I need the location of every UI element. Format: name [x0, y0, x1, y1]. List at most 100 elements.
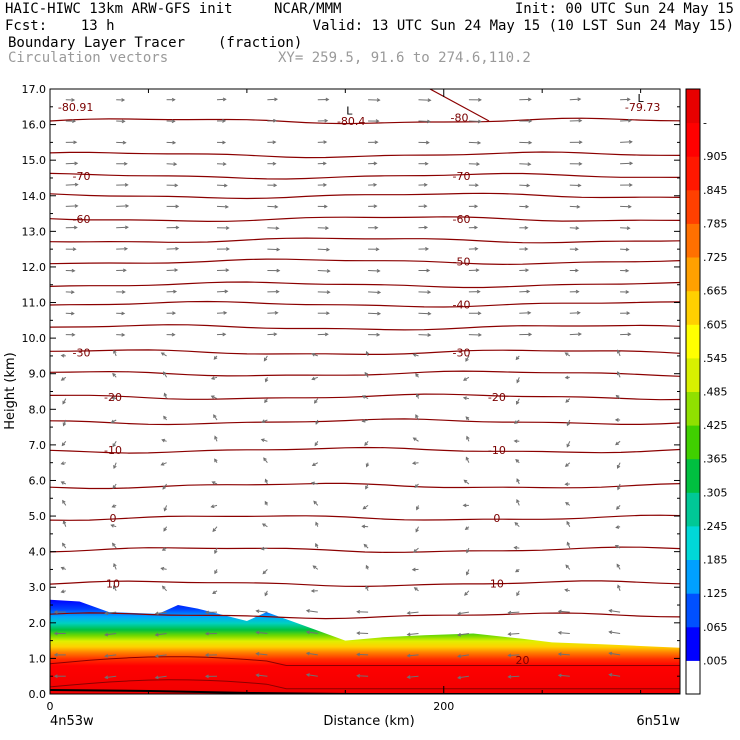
circulation-vector: [368, 182, 378, 187]
colorbar-segment: [686, 626, 700, 661]
circulation-vector: [468, 246, 479, 251]
temperature-contour: [50, 237, 680, 244]
circulation-vector: [468, 183, 479, 188]
circulation-vector: [216, 332, 227, 337]
temperature-contour: [50, 612, 680, 620]
circulation-vector: [418, 119, 431, 124]
circulation-vector: [365, 564, 370, 570]
circulation-vector: [361, 524, 369, 529]
temperature-contour: [50, 151, 680, 159]
circulation-vector: [160, 462, 167, 466]
header-forecast-hour: Fcst: 13 h: [5, 18, 115, 34]
y-tick-label: 3.0: [29, 581, 47, 594]
contour-label: 10: [106, 578, 120, 591]
circulation-vector: [368, 268, 381, 273]
circulation-vector: [317, 269, 331, 273]
circulation-vector: [65, 204, 79, 208]
circulation-vector: [161, 438, 167, 443]
left-endpoint-label: 4n53w: [50, 714, 94, 729]
circulation-vector: [566, 541, 571, 549]
circulation-vector: [368, 204, 378, 209]
colorbar-label: .125: [703, 587, 728, 600]
circulation-vector: [468, 119, 482, 124]
header-valid-time: Valid: 13 UTC Sun 24 May 15 (10 LST Sun …: [312, 18, 734, 34]
circulation-vector: [317, 290, 331, 294]
circulation-vector: [311, 376, 318, 381]
circulation-vector: [569, 161, 583, 166]
circulation-vector: [513, 545, 520, 550]
circulation-vector: [620, 140, 633, 144]
circulation-vector: [61, 440, 67, 447]
colorbar-border: [685, 88, 701, 695]
field-units: (fraction): [218, 35, 303, 51]
circulation-vector: [166, 204, 180, 209]
circulation-vector: [65, 247, 77, 252]
circulation-vector: [267, 97, 279, 102]
header-model-title: HAIC-HIWC 13km ARW-GFS init: [5, 1, 233, 17]
circulation-vector: [569, 310, 581, 315]
circulation-vector: [60, 376, 67, 381]
circulation-vector: [513, 419, 520, 424]
circulation-vector: [315, 521, 319, 527]
contour-label: -60: [73, 213, 91, 226]
y-tick-label: 9.0: [29, 368, 47, 381]
circulation-vector: [465, 416, 470, 421]
contour-label: 10: [490, 578, 504, 591]
x-tick-label: 0: [47, 700, 54, 713]
circulation-vector: [110, 396, 117, 401]
circulation-vector: [313, 500, 319, 506]
circulation-vector: [368, 290, 382, 295]
circulation-vector: [365, 483, 369, 490]
circulation-vector: [519, 311, 532, 315]
circulation-vector: [415, 414, 419, 421]
y-axis-label: Height (km): [3, 352, 18, 429]
circulation-vector: [111, 542, 117, 549]
circulation-vector: [413, 587, 419, 592]
circulation-vector: [263, 457, 268, 464]
colorbar-segment: [686, 593, 700, 628]
circulation-vector: [406, 632, 419, 637]
circulation-vector: [65, 119, 77, 124]
circulation-vector: [565, 398, 571, 403]
circulation-vector: [608, 609, 621, 613]
y-tick-label: 2.0: [29, 617, 47, 630]
circulation-vector: [111, 504, 117, 508]
circulation-vector: [519, 247, 529, 251]
circulation-vector: [464, 526, 470, 531]
circulation-vector: [317, 118, 329, 123]
y-tick-label: 5.0: [29, 510, 47, 523]
circulation-vector: [267, 161, 277, 166]
colorbar-segment: [686, 357, 700, 392]
colorbar-segment: [686, 290, 700, 325]
circulation-vector: [60, 589, 66, 594]
circulation-vector: [507, 632, 520, 636]
circulation-vector: [267, 268, 281, 273]
circulation-vector: [519, 268, 530, 273]
circulation-vector: [255, 673, 268, 678]
circulation-vector: [457, 632, 469, 637]
circulation-vector: [65, 332, 76, 337]
circulation-vector: [53, 652, 66, 657]
circulation-vector: [617, 584, 621, 591]
circulation-vector: [564, 462, 571, 468]
circulation-vector: [210, 395, 218, 400]
circulation-vector: [116, 225, 129, 230]
circulation-vector: [317, 204, 328, 209]
contour-label: -70: [453, 170, 471, 183]
circulation-vector: [356, 673, 369, 678]
circulation-vector: [261, 419, 268, 423]
circulation-vector: [617, 483, 621, 491]
circulation-vector: [62, 499, 67, 506]
y-tick-label: 16.0: [22, 119, 47, 132]
circulation-vector: [65, 268, 76, 273]
temperature-contour: [50, 679, 680, 690]
tracer-field: [50, 599, 680, 694]
circulation-vector: [216, 183, 228, 188]
circulation-vector: [463, 479, 470, 485]
circulation-vector: [260, 546, 268, 551]
circulation-vector: [368, 140, 379, 145]
circulation-vector: [104, 611, 117, 616]
circulation-vector: [468, 311, 482, 316]
cross-section-endpoints: XY= 259.5, 91.6 to 274.6,110.2: [278, 50, 531, 66]
